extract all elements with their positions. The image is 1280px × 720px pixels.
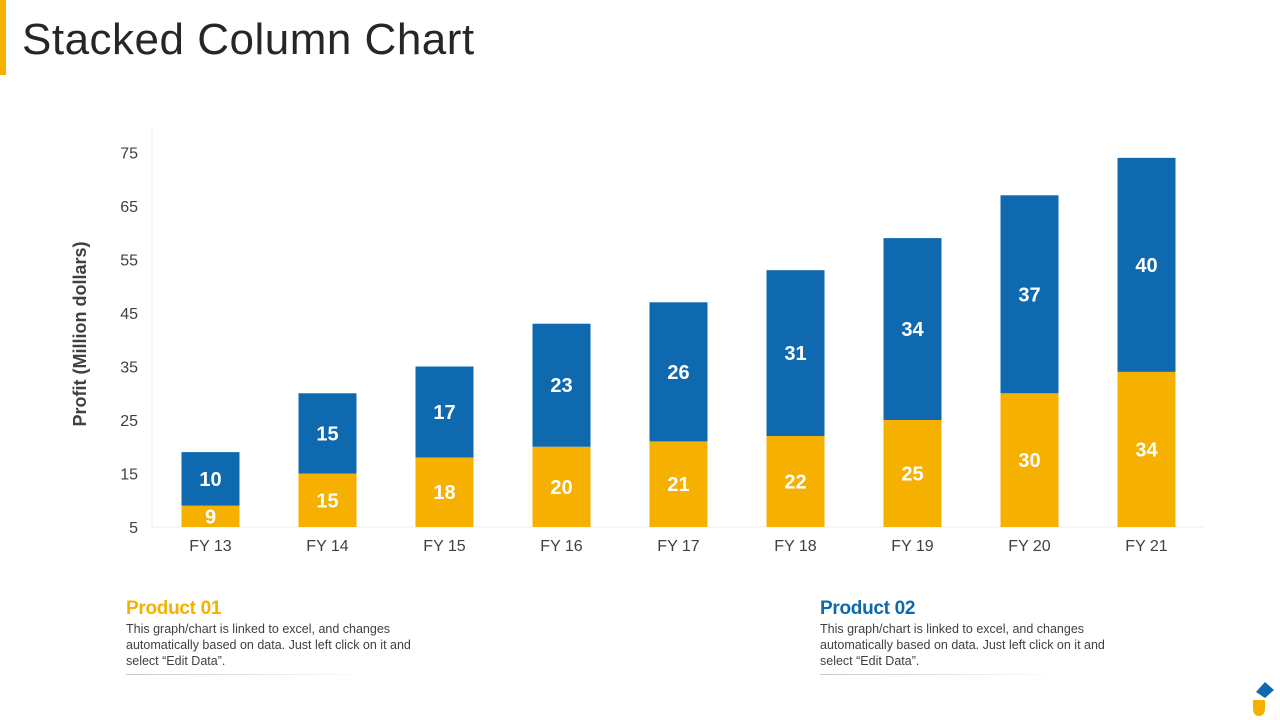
- y-tick-label: 55: [120, 253, 138, 270]
- y-tick-label: 45: [120, 306, 138, 323]
- legend-title-product-02: Product 02: [820, 598, 916, 619]
- x-tick-label: FY 19: [891, 538, 934, 555]
- data-label: 20: [550, 477, 572, 499]
- x-tick-label: FY 18: [774, 538, 817, 555]
- legend-divider: [820, 674, 1065, 675]
- data-label: 30: [1018, 450, 1040, 472]
- bar-segment-series-1: [1117, 371, 1176, 527]
- x-tick-label: FY 13: [189, 538, 232, 555]
- stacked-column-chart: 5 15 25 35 45 55 65 75 Profit (Million dollars) F…: [70, 125, 1205, 555]
- data-label: 37: [1018, 284, 1040, 306]
- bar-segment-series-2: [766, 270, 825, 437]
- bar-segment-series-2: [415, 366, 474, 458]
- bar-segment-series-2: [1000, 195, 1059, 394]
- data-label: 21: [667, 474, 689, 496]
- data-label: 17: [433, 402, 455, 424]
- data-label: 15: [316, 423, 338, 445]
- bar-segment-series-1: [181, 505, 240, 527]
- data-label: 34: [901, 319, 924, 341]
- x-tick-label: FY 20: [1008, 538, 1051, 555]
- bar-segment-series-1: [298, 473, 357, 527]
- data-label: 22: [784, 472, 806, 494]
- y-tick-label: 35: [120, 360, 138, 377]
- bar-segment-series-1: [766, 436, 825, 527]
- x-tick-label: FY 15: [423, 538, 466, 555]
- title-accent-bar: [0, 0, 6, 75]
- data-label: 31: [784, 343, 806, 365]
- data-label: 40: [1135, 255, 1157, 277]
- data-label: 34: [1135, 439, 1158, 461]
- brand-logo-icon: [1253, 682, 1274, 716]
- bar-segment-series-2: [181, 452, 240, 506]
- y-tick-label: 5: [129, 520, 138, 537]
- data-label: 10: [199, 469, 221, 491]
- legend-description-product-02: This graph/chart is linked to excel, and…: [820, 622, 1105, 668]
- legend-divider: [126, 674, 371, 675]
- x-tick-label: FY 21: [1125, 538, 1168, 555]
- bar-segment-series-2: [649, 302, 708, 442]
- bar-segment-series-1: [415, 457, 474, 527]
- legend-product-02: Product 02 This graph/chart is linked to…: [820, 598, 1120, 675]
- bar-segment-series-1: [532, 446, 591, 527]
- data-label: 26: [667, 362, 689, 384]
- chart-bars: 9 10 15 15 18 17 20 23 21 26 22 31 25 34 30 37 34 40: [181, 157, 1176, 528]
- y-tick-label: 65: [120, 199, 138, 216]
- bar-segment-series-1: [883, 420, 942, 527]
- data-label: 15: [316, 490, 338, 512]
- data-label: 9: [205, 506, 216, 528]
- data-label: 25: [901, 464, 923, 486]
- legend-description-product-01: This graph/chart is linked to excel, and…: [126, 622, 411, 668]
- data-label: 18: [433, 482, 455, 504]
- legend-title-product-01: Product 01: [126, 598, 222, 619]
- slide-title: Stacked Column Chart: [22, 15, 475, 64]
- bar-segment-series-1: [649, 441, 708, 527]
- logo-bottom-shape: [1253, 700, 1265, 716]
- bar-segment-series-2: [298, 393, 357, 474]
- x-tick-label: FY 16: [540, 538, 583, 555]
- y-tick-label: 25: [120, 413, 138, 430]
- bar-segment-series-2: [532, 323, 591, 447]
- x-tick-label: FY 14: [306, 538, 349, 555]
- data-label: 23: [550, 375, 572, 397]
- bar-segment-series-2: [1117, 157, 1176, 372]
- bar-segment-series-1: [1000, 393, 1059, 527]
- logo-top-shape: [1256, 682, 1274, 698]
- y-tick-label: 75: [120, 146, 138, 163]
- legend-product-01: Product 01 This graph/chart is linked to…: [126, 598, 426, 675]
- y-axis-label: Profit (Million dollars): [70, 242, 90, 427]
- y-tick-label: 15: [120, 467, 138, 484]
- bar-segment-series-2: [883, 238, 942, 420]
- x-tick-label: FY 17: [657, 538, 700, 555]
